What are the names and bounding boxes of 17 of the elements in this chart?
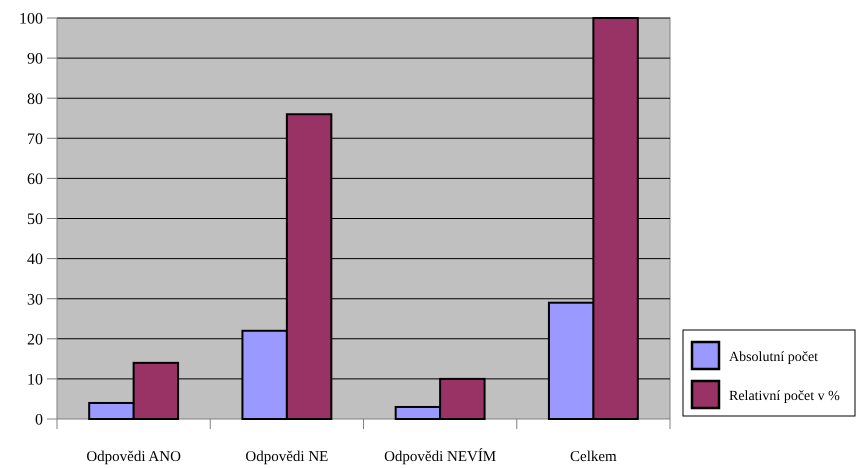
x-tick-label: Odpovědi ANO — [86, 449, 182, 465]
x-tick-label: Odpovědi NEVÍM — [384, 448, 496, 465]
y-tick-label: 10 — [27, 372, 43, 388]
y-tick-label: 50 — [27, 211, 43, 228]
y-tick-label: 100 — [19, 10, 43, 28]
legend-label: Relativní počet v % — [729, 388, 840, 404]
y-tick-label: 60 — [27, 171, 43, 188]
y-tick-label: 0 — [35, 412, 43, 429]
y-tick-label: 70 — [27, 130, 43, 148]
y-tick-label: 80 — [27, 90, 43, 108]
x-tick-label: Odpovědi NE — [245, 449, 328, 465]
x-tick-label: Celkem — [570, 449, 618, 465]
y-tick-label: 20 — [27, 331, 43, 348]
y-tick-label: 30 — [27, 291, 43, 308]
y-tick-label: 40 — [27, 251, 43, 268]
y-tick-label: 90 — [27, 50, 43, 68]
legend-label: Absolutní počet — [729, 350, 818, 365]
